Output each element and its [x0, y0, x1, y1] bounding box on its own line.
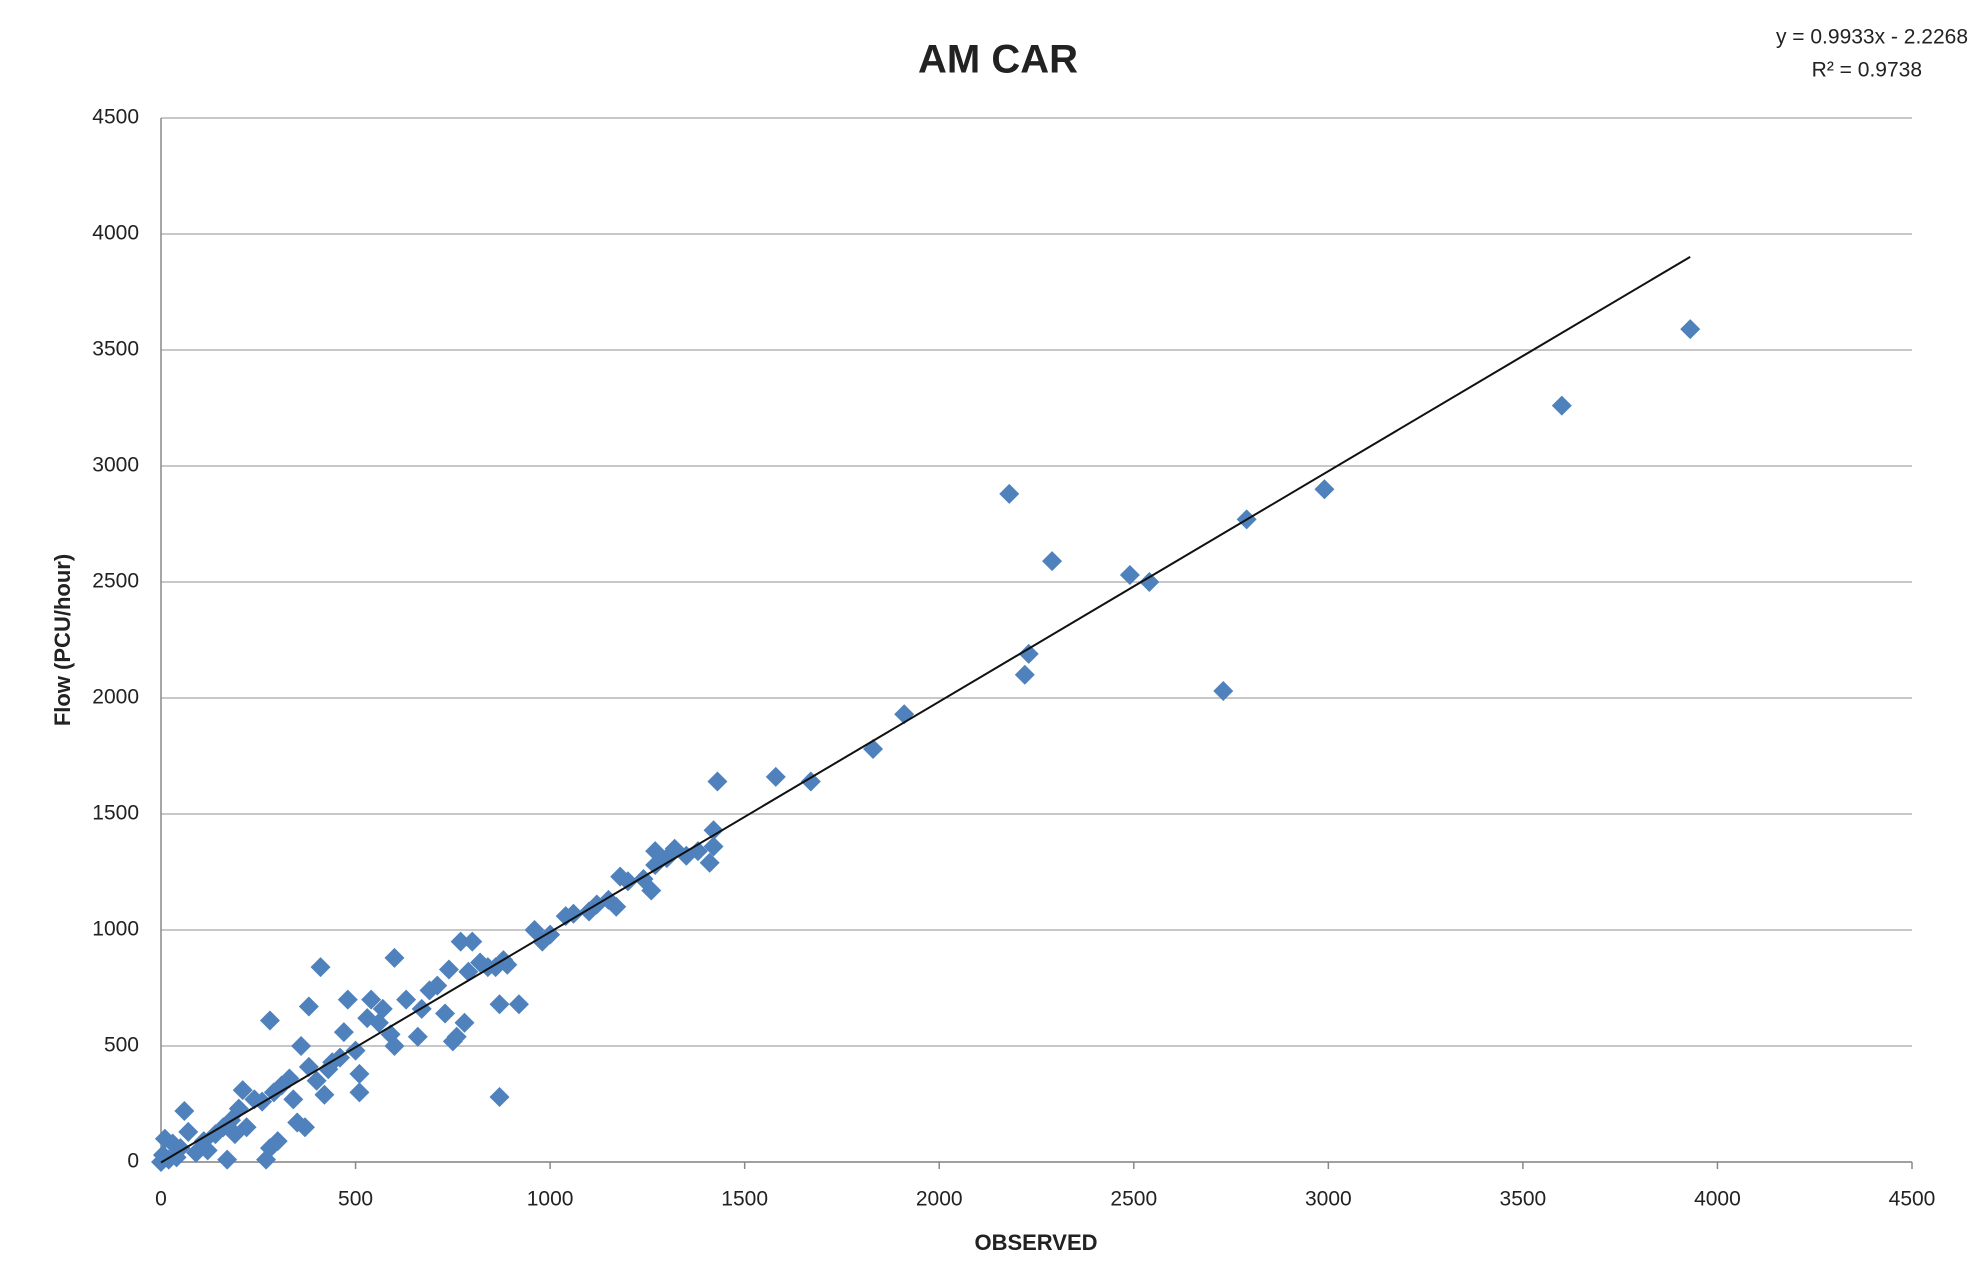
data-point — [310, 957, 331, 978]
data-point — [508, 994, 529, 1015]
data-point — [800, 771, 821, 792]
data-point — [372, 998, 393, 1019]
data-point — [442, 1031, 463, 1052]
data-point — [610, 866, 631, 887]
y-tick-label: 0 — [127, 1150, 139, 1173]
data-point — [699, 852, 720, 873]
y-tick-label: 500 — [104, 1034, 139, 1057]
x-tick-label: 2500 — [1110, 1188, 1157, 1211]
data-point — [703, 820, 724, 841]
data-point — [333, 1022, 354, 1043]
data-point — [454, 1012, 475, 1033]
data-point — [863, 739, 884, 760]
data-point — [489, 994, 510, 1015]
data-point — [186, 1142, 207, 1163]
data-point — [256, 1149, 277, 1170]
data-point — [337, 989, 358, 1010]
data-point — [1014, 664, 1035, 685]
x-tick-label: 0 — [155, 1188, 167, 1211]
data-point — [470, 952, 491, 973]
data-point — [306, 1070, 327, 1091]
data-point — [1042, 551, 1063, 572]
y-tick-label: 2000 — [92, 686, 139, 709]
y-axis-label: Flow (PCU/hour) — [50, 554, 75, 726]
trend-equation: y = 0.9933x - 2.2268 — [1776, 26, 1968, 49]
data-point — [174, 1100, 195, 1121]
x-tick-label: 4500 — [1889, 1188, 1936, 1211]
data-point — [707, 771, 728, 792]
data-point — [1314, 479, 1335, 500]
r-squared: R² = 0.9738 — [1812, 59, 1922, 82]
chart-title: AM CAR — [918, 38, 1078, 82]
data-point — [349, 1063, 370, 1084]
data-point — [1213, 681, 1234, 702]
data-point — [555, 906, 576, 927]
data-point — [396, 989, 417, 1010]
x-tick-label: 4000 — [1694, 1188, 1741, 1211]
data-point — [314, 1084, 335, 1105]
y-tick-label: 4500 — [92, 106, 139, 129]
data-point — [462, 931, 483, 952]
data-point — [291, 1036, 312, 1056]
y-tick-label: 3000 — [92, 454, 139, 477]
y-tick-label: 1000 — [92, 918, 139, 941]
data-point — [357, 1008, 378, 1029]
data-point — [318, 1059, 339, 1080]
x-tick-label: 500 — [338, 1188, 373, 1211]
data-point — [345, 1040, 366, 1061]
x-tick-label: 1500 — [721, 1188, 768, 1211]
x-tick-label: 3000 — [1305, 1188, 1352, 1211]
data-point — [703, 836, 724, 857]
data-point — [419, 980, 440, 1001]
x-tick-label: 3500 — [1500, 1188, 1547, 1211]
x-tick-label: 2000 — [916, 1188, 963, 1211]
data-point — [283, 1089, 304, 1110]
data-point — [645, 841, 666, 862]
data-point — [1680, 319, 1701, 340]
y-tick-label: 3500 — [92, 338, 139, 361]
data-point — [489, 1087, 510, 1108]
data-point — [1018, 643, 1039, 664]
data-point — [349, 1082, 370, 1103]
data-point — [435, 1003, 456, 1024]
y-tick-label: 2500 — [92, 570, 139, 593]
y-tick-label: 1500 — [92, 802, 139, 825]
x-tick-label: 1000 — [527, 1188, 574, 1211]
data-point — [1119, 565, 1140, 586]
data-point — [298, 996, 319, 1017]
data-point — [765, 766, 786, 787]
data-point — [263, 1082, 284, 1103]
data-point — [450, 931, 471, 952]
y-tick-label: 4000 — [92, 222, 139, 245]
data-point — [287, 1112, 308, 1133]
data-point — [645, 855, 666, 876]
x-axis-label: OBSERVED — [974, 1230, 1097, 1255]
data-point — [438, 959, 459, 980]
trend-line — [160, 256, 1691, 1164]
data-point — [524, 920, 545, 940]
data-point — [259, 1010, 280, 1031]
data-point — [384, 947, 405, 968]
data-point — [232, 1080, 253, 1101]
data-point — [178, 1121, 199, 1142]
data-point — [1139, 572, 1160, 592]
data-point — [1551, 395, 1572, 416]
data-point — [361, 989, 382, 1010]
data-point — [999, 483, 1020, 504]
data-point — [154, 1128, 175, 1149]
data-point — [407, 1026, 428, 1047]
data-point — [217, 1149, 238, 1170]
